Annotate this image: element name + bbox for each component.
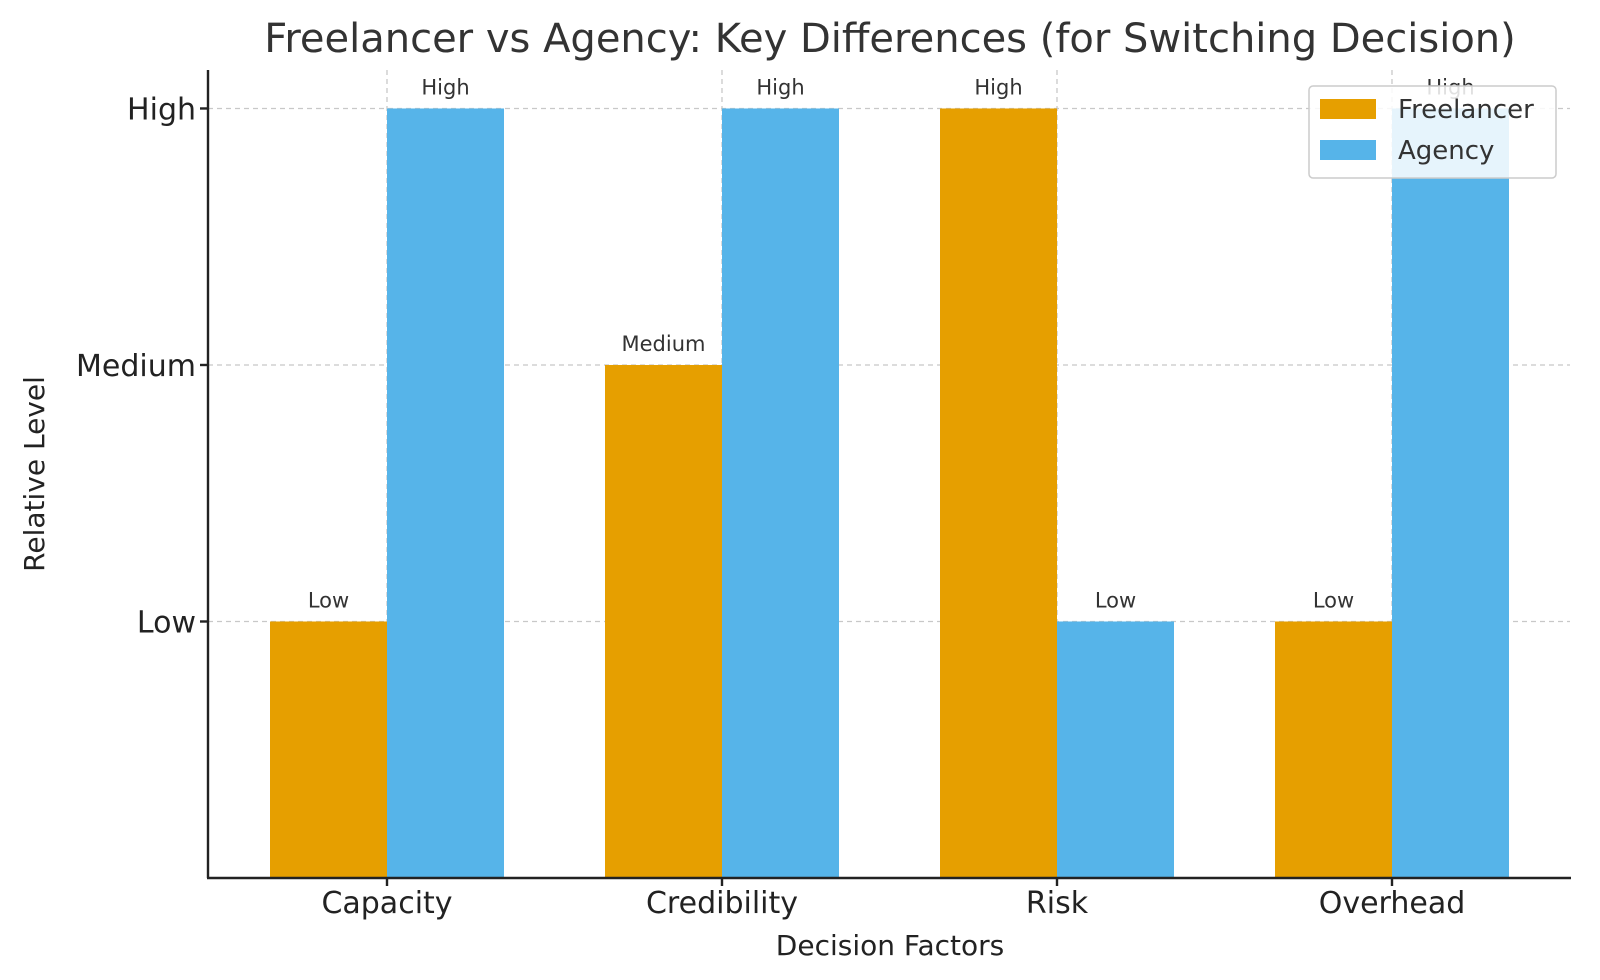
chart-title: Freelancer vs Agency: Key Differences (f… (264, 16, 1516, 62)
data-label-freelancer-overhead: Low (1313, 588, 1354, 612)
x-tick-label-overhead: Overhead (1319, 886, 1466, 921)
legend-label-freelancer: Freelancer (1398, 95, 1534, 125)
bar-agency-credibility (722, 108, 839, 878)
x-tick-label-credibility: Credibility (646, 886, 798, 921)
data-label-freelancer-risk: High (974, 75, 1022, 99)
x-tick-label-risk: Risk (1026, 886, 1089, 921)
legend: Freelancer Agency (1308, 85, 1557, 179)
bar-agency-capacity (387, 108, 504, 878)
x-axis-label: Decision Factors (776, 929, 1004, 962)
data-label-agency-credibility: High (756, 75, 804, 99)
bar-freelancer-overhead (1275, 621, 1392, 878)
bar-agency-overhead (1392, 108, 1509, 878)
bar-freelancer-risk (940, 108, 1057, 878)
y-axis-label: Relative Level (18, 376, 51, 572)
bar-agency-risk (1057, 621, 1174, 878)
legend-swatch-freelancer (1320, 99, 1376, 119)
bar-freelancer-capacity (270, 621, 387, 878)
x-tick-label-capacity: Capacity (321, 886, 452, 921)
legend-swatch-agency (1320, 140, 1376, 160)
y-tick-label-high: High (127, 92, 196, 127)
y-tick-label-medium: Medium (76, 349, 196, 384)
tick-layer: Low Medium High Capacity Credibility Risk Over… (76, 92, 1465, 921)
data-label-agency-risk: Low (1095, 588, 1136, 612)
legend-label-agency: Agency (1398, 136, 1494, 166)
bar-freelancer-credibility (605, 364, 722, 878)
y-tick-label-low: Low (137, 605, 196, 640)
data-label-freelancer-credibility: Medium (622, 332, 706, 356)
data-label-agency-capacity: High (421, 75, 469, 99)
data-label-freelancer-capacity: Low (308, 588, 349, 612)
axis-layer (206, 70, 1571, 880)
bar-layer (270, 108, 1509, 878)
